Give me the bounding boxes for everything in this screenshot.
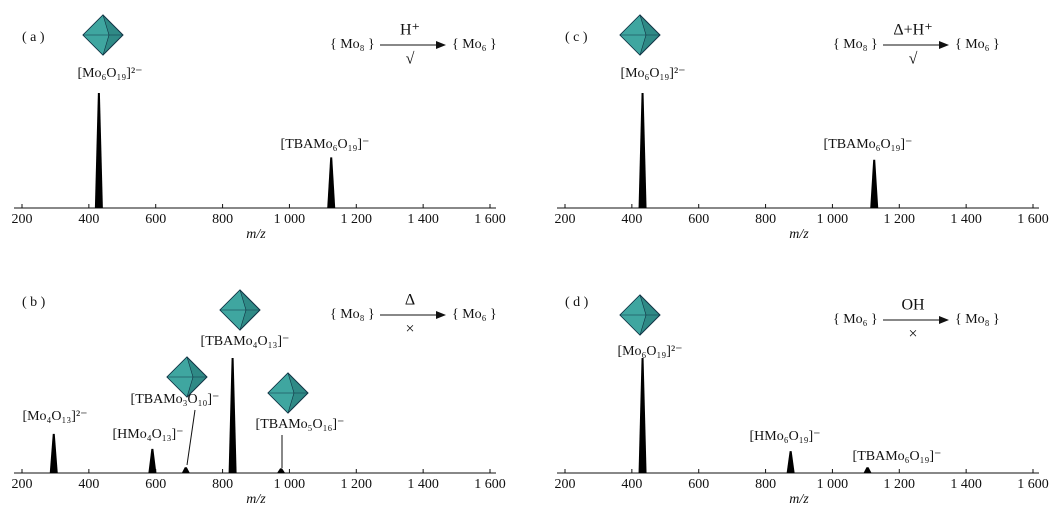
x-tick-label: 1 400 bbox=[950, 477, 982, 492]
peak bbox=[277, 468, 286, 473]
x-tick-label: 1 200 bbox=[884, 212, 916, 227]
peak-label: [Mo₆O₁₉]²⁻ bbox=[77, 66, 142, 81]
peak bbox=[181, 467, 190, 473]
scheme-from: { Mo₈ } bbox=[330, 37, 375, 52]
leader-line bbox=[186, 409, 196, 466]
x-axis-label: m/z bbox=[789, 492, 809, 507]
peak bbox=[228, 358, 237, 473]
peak-label: [TBAMo₅O₁₆]⁻ bbox=[256, 417, 345, 432]
polyhedron-icon bbox=[166, 356, 208, 398]
polyhedron-icon bbox=[619, 14, 661, 56]
peak-label: [Mo₄O₁₃]²⁻ bbox=[22, 409, 87, 424]
x-tick-label: 1 400 bbox=[950, 212, 982, 227]
scheme-arrowhead bbox=[939, 41, 949, 49]
scheme-from: { Mo₆ } bbox=[833, 312, 878, 327]
peak-label: [TBAMo₃O₁₀]⁻ bbox=[131, 392, 220, 407]
x-tick-label: 1 600 bbox=[1017, 212, 1049, 227]
polyhedron-icon bbox=[219, 289, 261, 331]
panel: 200 400 600 800 1 000 1 200 1 400 1 600 m/z ( c )… bbox=[555, 14, 1049, 242]
x-tick-label: 400 bbox=[78, 477, 99, 492]
peak-label: [TBAMo₆O₁₉]⁻ bbox=[824, 137, 913, 152]
peak bbox=[327, 157, 336, 208]
peak bbox=[49, 433, 58, 473]
x-tick-label: 1 600 bbox=[474, 212, 506, 227]
scheme-to: { Mo₆ } bbox=[452, 37, 497, 52]
peak-label: [TBAMo₆O₁₉]⁻ bbox=[853, 449, 942, 464]
x-tick-label: 1 400 bbox=[407, 477, 439, 492]
x-tick-label: 400 bbox=[78, 212, 99, 227]
peak-label: [HMo₄O₁₃]⁻ bbox=[112, 427, 183, 442]
x-tick-label: 600 bbox=[145, 477, 166, 492]
scheme-above: Δ+H⁺ bbox=[893, 22, 932, 39]
x-axis-label: m/z bbox=[246, 227, 266, 242]
x-tick-label: 200 bbox=[12, 477, 33, 492]
scheme-below: √ bbox=[909, 51, 918, 68]
peak-label: [HMo₆O₁₉]⁻ bbox=[749, 429, 820, 444]
peak bbox=[863, 467, 872, 473]
x-tick-label: 1 600 bbox=[474, 477, 506, 492]
panel: 200 400 600 800 1 000 1 200 1 400 1 600 m/z ( a )… bbox=[12, 14, 506, 242]
x-tick-label: 1 000 bbox=[817, 212, 849, 227]
x-tick-label: 400 bbox=[621, 477, 642, 492]
scheme-below: √ bbox=[406, 51, 415, 68]
x-tick-label: 1 000 bbox=[274, 477, 306, 492]
x-tick-label: 400 bbox=[621, 212, 642, 227]
x-tick-label: 1 600 bbox=[1017, 477, 1049, 492]
x-tick-label: 1 200 bbox=[341, 212, 373, 227]
panel: 200 400 600 800 1 000 1 200 1 400 1 600 m/z ( d )… bbox=[555, 294, 1049, 507]
panel-label: ( b ) bbox=[22, 295, 46, 310]
scheme-to: { Mo₆ } bbox=[955, 37, 1000, 52]
x-tick-label: 1 400 bbox=[407, 212, 439, 227]
x-tick-label: 800 bbox=[212, 477, 233, 492]
peak-label: [TBAMo₆O₁₉]⁻ bbox=[281, 137, 370, 152]
x-tick-label: 800 bbox=[212, 212, 233, 227]
panel-label: ( a ) bbox=[22, 30, 45, 45]
polyhedron-icon bbox=[82, 14, 124, 56]
peak bbox=[638, 358, 647, 473]
x-tick-label: 800 bbox=[755, 212, 776, 227]
scheme-to: { Mo₈ } bbox=[955, 312, 1000, 327]
scheme-arrowhead bbox=[436, 41, 446, 49]
scheme-above: Δ bbox=[405, 292, 415, 309]
x-tick-label: 200 bbox=[555, 477, 576, 492]
panel-label: ( d ) bbox=[565, 295, 589, 310]
scheme-arrowhead bbox=[436, 311, 446, 319]
scheme-below: × bbox=[405, 321, 414, 338]
x-tick-label: 200 bbox=[555, 212, 576, 227]
polyhedron-icon bbox=[267, 372, 309, 414]
scheme-from: { Mo₈ } bbox=[330, 307, 375, 322]
panel-label: ( c ) bbox=[565, 30, 588, 45]
x-tick-label: 600 bbox=[145, 212, 166, 227]
x-tick-label: 600 bbox=[688, 212, 709, 227]
peak bbox=[786, 451, 795, 473]
scheme-arrowhead bbox=[939, 316, 949, 324]
x-axis-label: m/z bbox=[789, 227, 809, 242]
peak-label: [TBAMo₄O₁₃]⁻ bbox=[201, 334, 290, 349]
x-tick-label: 1 200 bbox=[341, 477, 373, 492]
x-tick-label: 800 bbox=[755, 477, 776, 492]
peak-label: [Mo₆O₁₉]²⁻ bbox=[620, 66, 685, 81]
panel: 200 400 600 800 1 000 1 200 1 400 1 600 m/z ( b )… bbox=[12, 289, 506, 507]
scheme-to: { Mo₆ } bbox=[452, 307, 497, 322]
peak-label: [Mo₆O₁₉]²⁻ bbox=[617, 344, 682, 359]
scheme-below: × bbox=[908, 326, 917, 343]
x-axis-label: m/z bbox=[246, 492, 266, 507]
peak bbox=[870, 159, 879, 208]
x-tick-label: 600 bbox=[688, 477, 709, 492]
x-tick-label: 1 000 bbox=[274, 212, 306, 227]
peak bbox=[94, 93, 103, 208]
x-tick-label: 200 bbox=[12, 212, 33, 227]
scheme-from: { Mo₈ } bbox=[833, 37, 878, 52]
scheme-above: OH bbox=[901, 297, 925, 314]
scheme-above: H⁺ bbox=[400, 22, 420, 39]
x-tick-label: 1 200 bbox=[884, 477, 916, 492]
peak bbox=[638, 93, 647, 208]
polyhedron-icon bbox=[619, 294, 661, 336]
peak bbox=[148, 448, 157, 473]
x-tick-label: 1 000 bbox=[817, 477, 849, 492]
